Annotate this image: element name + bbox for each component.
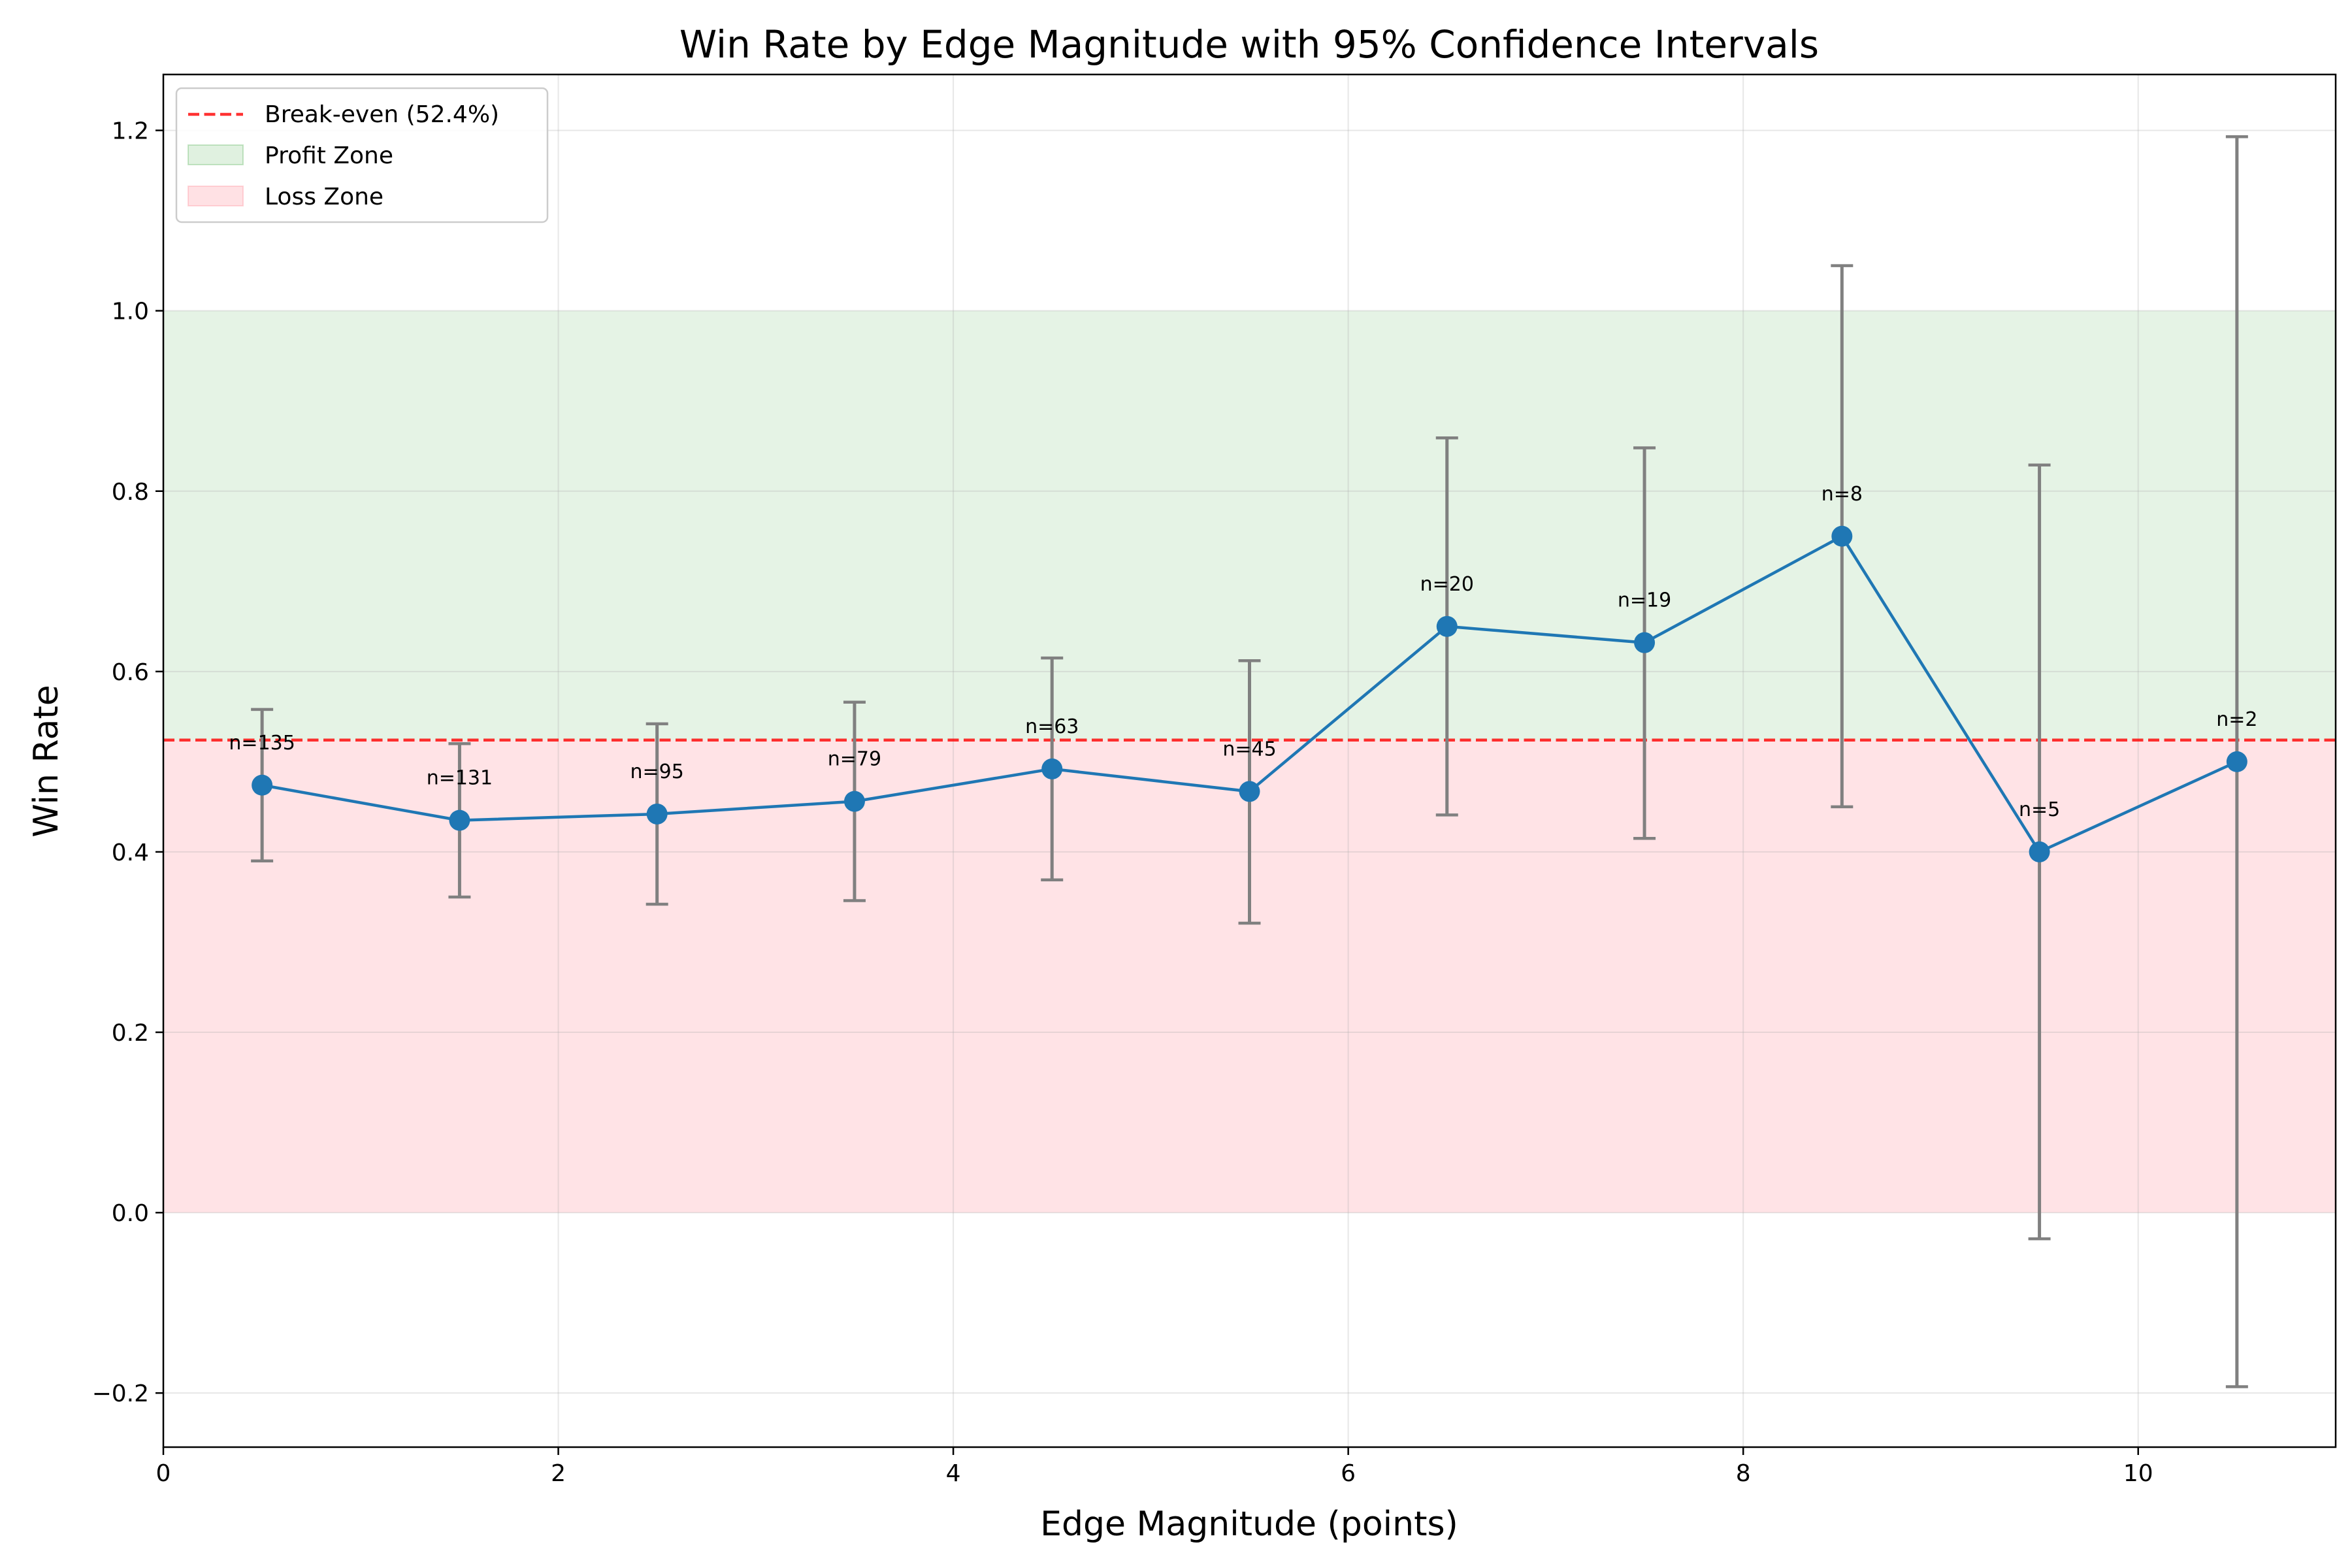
- point-count-label: n=95: [630, 760, 684, 783]
- data-point-marker: [2226, 751, 2247, 772]
- data-point-marker: [449, 809, 470, 831]
- point-count-label: n=2: [2216, 708, 2257, 731]
- point-count-label: n=19: [1618, 589, 1671, 612]
- data-point-marker: [843, 791, 865, 812]
- y-tick-label: 1.2: [112, 118, 149, 145]
- markers-layer: [252, 525, 2247, 862]
- legend: Break-even (52.4%) Profit Zone Loss Zone: [175, 87, 549, 223]
- point-count-label: n=135: [229, 732, 295, 755]
- data-point-marker: [1831, 525, 1853, 547]
- data-point-marker: [646, 803, 668, 825]
- y-tick-label: 0.4: [112, 840, 149, 866]
- x-tick-label: 8: [1736, 1460, 1751, 1487]
- point-count-label: n=5: [2019, 798, 2060, 821]
- legend-profit-zone-swatch: [188, 144, 244, 165]
- legend-profit-zone-label: Profit Zone: [265, 142, 393, 169]
- grid-layer: [163, 74, 2336, 1447]
- data-point-marker: [1634, 632, 1656, 653]
- data-point-marker: [252, 774, 273, 796]
- x-tick-label: 2: [551, 1460, 566, 1487]
- data-point-marker: [1041, 758, 1063, 779]
- data-point-marker: [1436, 615, 1458, 637]
- ticks-layer: 0 2 4 6 8 10 −0.2 0.0 0.2 0.4 0.6 0.8 1.0 1.2: [92, 118, 2153, 1487]
- legend-loss-zone-swatch: [188, 186, 244, 206]
- legend-loss-zone-label: Loss Zone: [265, 184, 384, 210]
- x-tick-label: 6: [1341, 1460, 1356, 1487]
- point-labels-layer: n=135 n=131 n=95 n=79 n=63 n=45 n=20 n=19 n=8 n=5…: [229, 483, 2257, 821]
- x-axis-label: Edge Magnitude (points): [1040, 1505, 1458, 1544]
- point-count-label: n=8: [1821, 483, 1863, 506]
- x-tick-label: 10: [2123, 1460, 2153, 1487]
- point-count-label: n=45: [1222, 738, 1276, 760]
- plot-frame: [162, 73, 2337, 1448]
- legend-box: [175, 87, 549, 223]
- y-tick-label: −0.2: [92, 1380, 149, 1407]
- point-count-label: n=131: [427, 767, 493, 790]
- data-point-marker: [2029, 841, 2050, 862]
- point-count-label: n=63: [1025, 715, 1079, 738]
- x-tick-label: 4: [946, 1460, 961, 1487]
- point-count-label: n=20: [1420, 573, 1474, 596]
- y-tick-label: 1.0: [112, 299, 149, 325]
- data-point-marker: [1239, 781, 1260, 802]
- y-tick-label: 0.8: [112, 479, 149, 506]
- x-tick-label: 0: [156, 1460, 171, 1487]
- point-count-label: n=79: [828, 748, 881, 771]
- y-tick-label: 0.2: [112, 1020, 149, 1047]
- legend-break-even-label: Break-even (52.4%): [265, 101, 499, 128]
- chart-title: Win Rate by Edge Magnitude with 95% Conf…: [679, 22, 1819, 67]
- y-axis-label: Win Rate: [27, 685, 66, 837]
- y-tick-label: 0.6: [112, 659, 149, 686]
- y-tick-label: 0.0: [112, 1200, 149, 1227]
